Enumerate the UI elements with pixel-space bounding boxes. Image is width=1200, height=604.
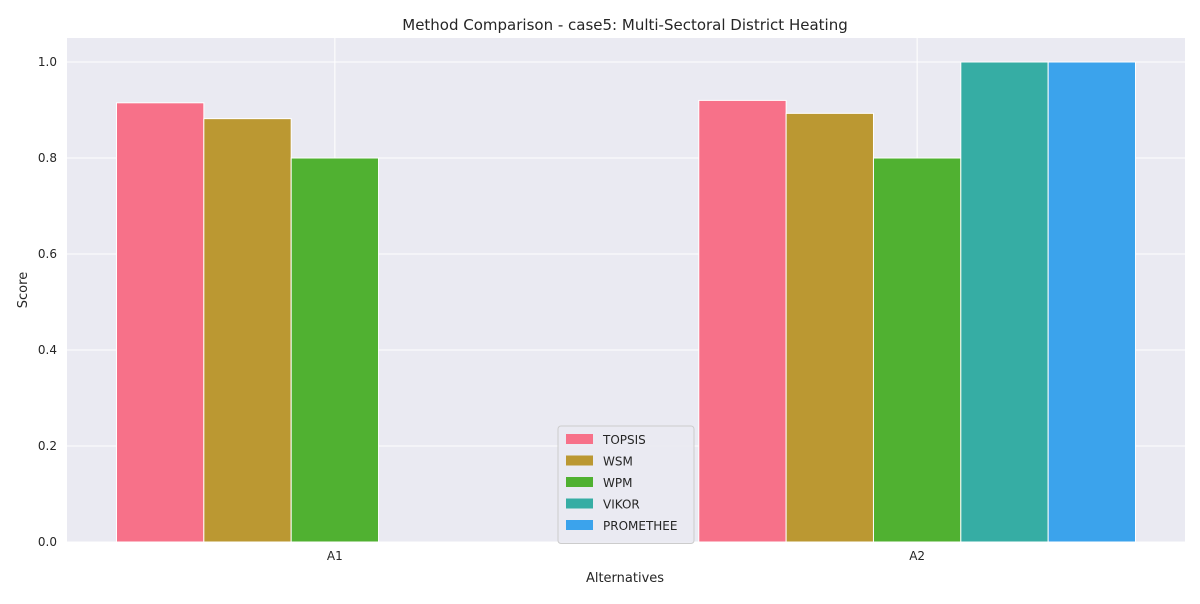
legend-label-promethee: PROMETHEE	[603, 519, 677, 533]
bar-wsm-a2	[785, 112, 874, 543]
y-tick-label: 0.4	[38, 343, 57, 357]
bar-promethee-a2	[1047, 61, 1137, 543]
bar-topsis-a1	[115, 102, 205, 543]
x-tick-label: A2	[909, 549, 925, 563]
bar-vikor-a2	[960, 61, 1049, 543]
y-tick-label: 1.0	[38, 55, 57, 69]
legend-swatch-promethee	[566, 520, 593, 530]
y-tick-label: 0.6	[38, 247, 57, 261]
bars	[115, 61, 1137, 543]
legend-swatch-wsm	[566, 455, 593, 466]
y-tick-label: 0.2	[38, 439, 57, 453]
legend-label-vikor: VIKOR	[603, 498, 640, 512]
legend-label-wsm: WSM	[603, 455, 633, 469]
legend-swatch-wpm	[566, 477, 593, 487]
x-axis-ticks: A1 A2	[327, 549, 925, 563]
legend-box	[557, 425, 695, 544]
bar-wpm-a2	[872, 157, 962, 543]
y-tick-label: 0.0	[38, 535, 57, 549]
x-tick-label: A1	[327, 549, 343, 563]
x-axis-label: Alternatives	[586, 571, 664, 586]
bar-wsm-a1	[203, 118, 292, 543]
y-tick-label: 0.8	[38, 151, 57, 165]
bar-topsis-a2	[698, 99, 787, 543]
legend: TOPSIS WSM WPM VIKOR PROMETHEE	[557, 425, 695, 544]
legend-swatch-vikor	[566, 498, 593, 509]
bar-wpm-a1	[290, 157, 380, 543]
legend-label-wpm: WPM	[603, 476, 632, 490]
y-axis-ticks: 0.0 0.2 0.4 0.6 0.8 1.0	[38, 55, 57, 549]
y-axis-label: Score	[16, 272, 31, 308]
legend-swatch-topsis	[566, 434, 593, 444]
chart-title: Method Comparison - case5: Multi-Sectora…	[402, 16, 847, 34]
legend-label-topsis: TOPSIS	[602, 433, 646, 447]
